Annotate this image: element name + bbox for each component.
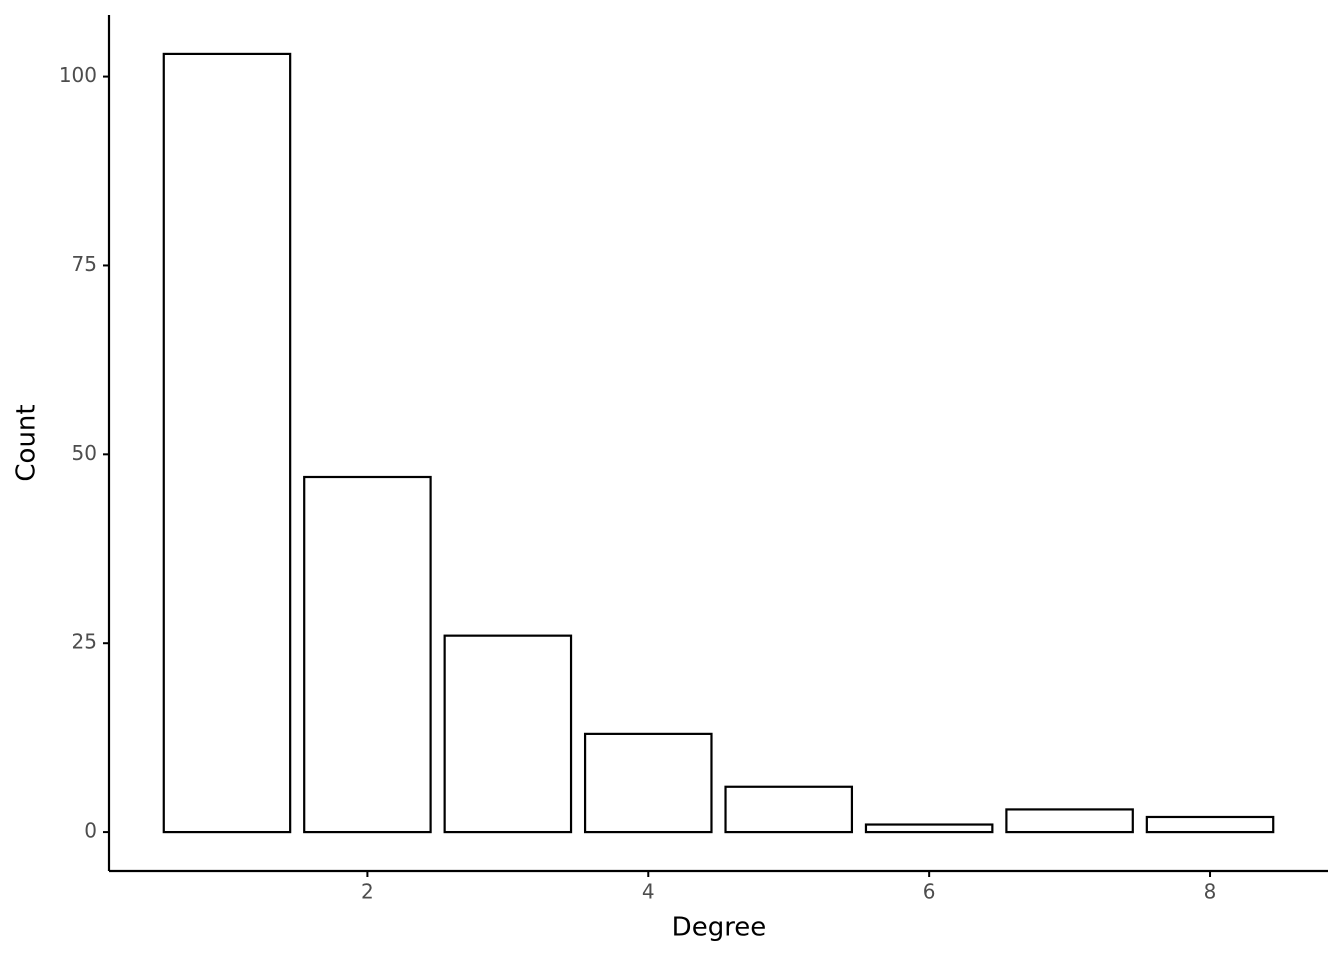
x-tick-label: 4: [642, 880, 655, 904]
y-axis-title: Count: [12, 404, 42, 481]
bar: [1145, 815, 1275, 834]
bar: [583, 732, 713, 834]
y-tick-label: 25: [72, 630, 97, 654]
x-axis-title: Degree: [672, 913, 767, 943]
bar: [1005, 808, 1134, 834]
y-tick-label: 100: [59, 63, 97, 87]
bar: [443, 634, 573, 834]
bar: [162, 52, 292, 834]
bar: [724, 785, 854, 834]
bar: [303, 475, 432, 834]
x-tick-label: 2: [361, 880, 374, 904]
y-tick-label: 75: [72, 252, 97, 276]
x-tick-label: 8: [1204, 880, 1217, 904]
y-tick-label: 50: [72, 441, 97, 465]
y-tick-label: 0: [84, 819, 97, 843]
x-tick-label: 6: [923, 880, 936, 904]
bar: [864, 823, 994, 834]
